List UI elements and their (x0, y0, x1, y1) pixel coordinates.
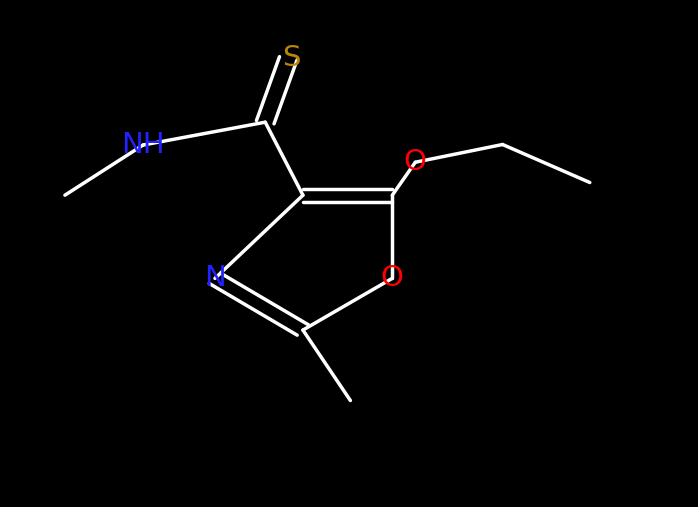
Text: O: O (381, 264, 403, 293)
Text: O: O (404, 148, 426, 176)
Text: S: S (283, 44, 301, 73)
Text: N: N (204, 264, 226, 293)
Text: NH: NH (121, 131, 165, 159)
